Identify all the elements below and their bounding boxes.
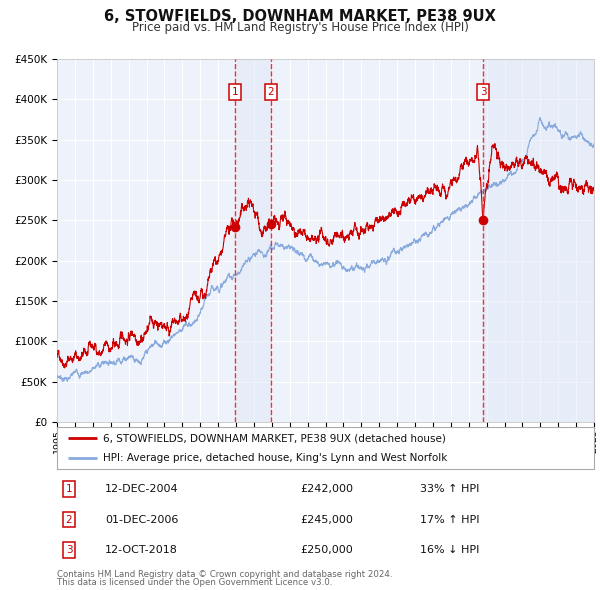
Text: 6, STOWFIELDS, DOWNHAM MARKET, PE38 9UX (detached house): 6, STOWFIELDS, DOWNHAM MARKET, PE38 9UX …: [103, 433, 446, 443]
Bar: [483, 59, 594, 422]
Text: 3: 3: [480, 87, 487, 97]
Text: Price paid vs. HM Land Registry's House Price Index (HPI): Price paid vs. HM Land Registry's House …: [131, 21, 469, 34]
Bar: [235, 59, 271, 422]
Text: 01-DEC-2006: 01-DEC-2006: [105, 514, 178, 525]
Text: Contains HM Land Registry data © Crown copyright and database right 2024.: Contains HM Land Registry data © Crown c…: [57, 571, 392, 579]
Text: 16% ↓ HPI: 16% ↓ HPI: [420, 545, 479, 555]
Text: 1: 1: [232, 87, 238, 97]
Text: This data is licensed under the Open Government Licence v3.0.: This data is licensed under the Open Gov…: [57, 578, 332, 587]
Text: HPI: Average price, detached house, King's Lynn and West Norfolk: HPI: Average price, detached house, King…: [103, 453, 447, 463]
Text: 12-DEC-2004: 12-DEC-2004: [105, 484, 179, 494]
Text: 6, STOWFIELDS, DOWNHAM MARKET, PE38 9UX: 6, STOWFIELDS, DOWNHAM MARKET, PE38 9UX: [104, 9, 496, 24]
Text: £242,000: £242,000: [300, 484, 353, 494]
Text: 33% ↑ HPI: 33% ↑ HPI: [420, 484, 479, 494]
Text: 2: 2: [268, 87, 274, 97]
Text: 12-OCT-2018: 12-OCT-2018: [105, 545, 178, 555]
Text: 1: 1: [65, 484, 73, 494]
Text: 3: 3: [65, 545, 73, 555]
Text: 2: 2: [65, 514, 73, 525]
Text: £245,000: £245,000: [300, 514, 353, 525]
Text: 17% ↑ HPI: 17% ↑ HPI: [420, 514, 479, 525]
Text: £250,000: £250,000: [300, 545, 353, 555]
